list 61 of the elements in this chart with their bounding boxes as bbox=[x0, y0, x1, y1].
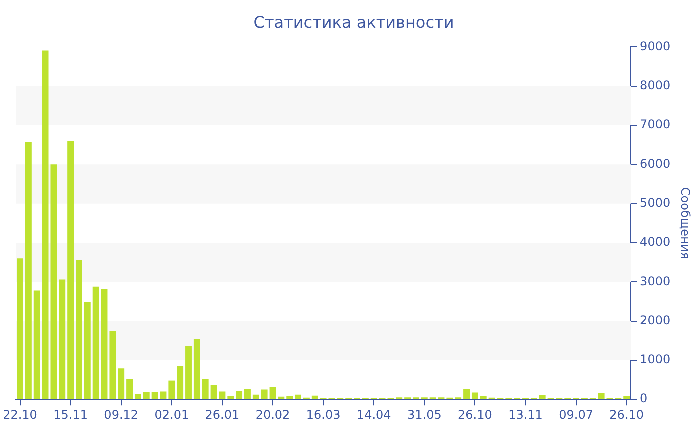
bar bbox=[168, 380, 176, 400]
x-tick-label: 26.10 bbox=[458, 408, 492, 422]
bar bbox=[252, 394, 260, 400]
x-tick-label: 09.07 bbox=[559, 408, 594, 422]
chart-title: Статистика активности bbox=[254, 12, 454, 32]
x-tick-label: 26.10 bbox=[610, 408, 644, 422]
y2-tick-label: 8000 bbox=[640, 78, 671, 92]
bar bbox=[186, 346, 192, 400]
bar bbox=[92, 286, 100, 400]
x-tick-label: 13.11 bbox=[508, 408, 543, 422]
x-tick-label: 20.02 bbox=[256, 408, 290, 422]
bar bbox=[17, 258, 24, 400]
x-tick-label: 14.04 bbox=[356, 408, 392, 422]
bar bbox=[76, 260, 82, 400]
bar bbox=[278, 396, 285, 400]
bar bbox=[134, 394, 142, 400]
bar bbox=[152, 392, 158, 400]
bar bbox=[464, 389, 470, 400]
y2-tick-label: 2000 bbox=[640, 313, 671, 328]
bar bbox=[202, 379, 209, 400]
bar bbox=[295, 394, 302, 400]
x-tick-label: 16.03 bbox=[306, 408, 341, 422]
bar bbox=[84, 302, 91, 400]
bar bbox=[286, 396, 294, 400]
y2-axis-title: Сообщения bbox=[678, 187, 693, 260]
y2-tick-label: 3000 bbox=[640, 274, 671, 288]
bar bbox=[236, 390, 243, 400]
x-tick-label: 09.12 bbox=[104, 408, 139, 422]
x-tick-label: 26.01 bbox=[205, 408, 240, 422]
y2-tick-label: 5000 bbox=[640, 196, 671, 210]
bar bbox=[270, 387, 276, 400]
bar bbox=[312, 396, 318, 400]
bar bbox=[624, 396, 630, 400]
bar bbox=[472, 392, 478, 400]
bar bbox=[25, 142, 32, 400]
x-tick-label: 15.11 bbox=[54, 408, 88, 422]
y2-tick-label: 0 bbox=[640, 392, 648, 406]
bar bbox=[59, 280, 66, 400]
bar bbox=[110, 331, 116, 400]
bar bbox=[101, 289, 108, 400]
y2-tick-label: 1000 bbox=[640, 352, 671, 367]
bar bbox=[244, 389, 251, 400]
bar bbox=[539, 395, 546, 400]
bar bbox=[228, 396, 234, 400]
bar bbox=[598, 393, 605, 400]
x-tick-label: 31.05 bbox=[407, 408, 442, 422]
bar bbox=[34, 290, 40, 400]
bar bbox=[118, 368, 125, 400]
bar bbox=[261, 390, 268, 400]
y2-tick-label: 7000 bbox=[640, 118, 671, 132]
y2-tick-label: 6000 bbox=[640, 156, 671, 171]
bar bbox=[194, 339, 200, 400]
bar bbox=[177, 366, 184, 400]
y2-tick-label: 4000 bbox=[640, 235, 671, 250]
bar bbox=[126, 379, 134, 400]
bar bbox=[68, 141, 74, 400]
bar bbox=[480, 396, 487, 400]
x-tick-label: 02.01 bbox=[154, 408, 190, 422]
y2-tick-label: 9000 bbox=[640, 39, 671, 54]
bar bbox=[143, 392, 150, 400]
x-tick-label: 22.10 bbox=[3, 408, 38, 422]
